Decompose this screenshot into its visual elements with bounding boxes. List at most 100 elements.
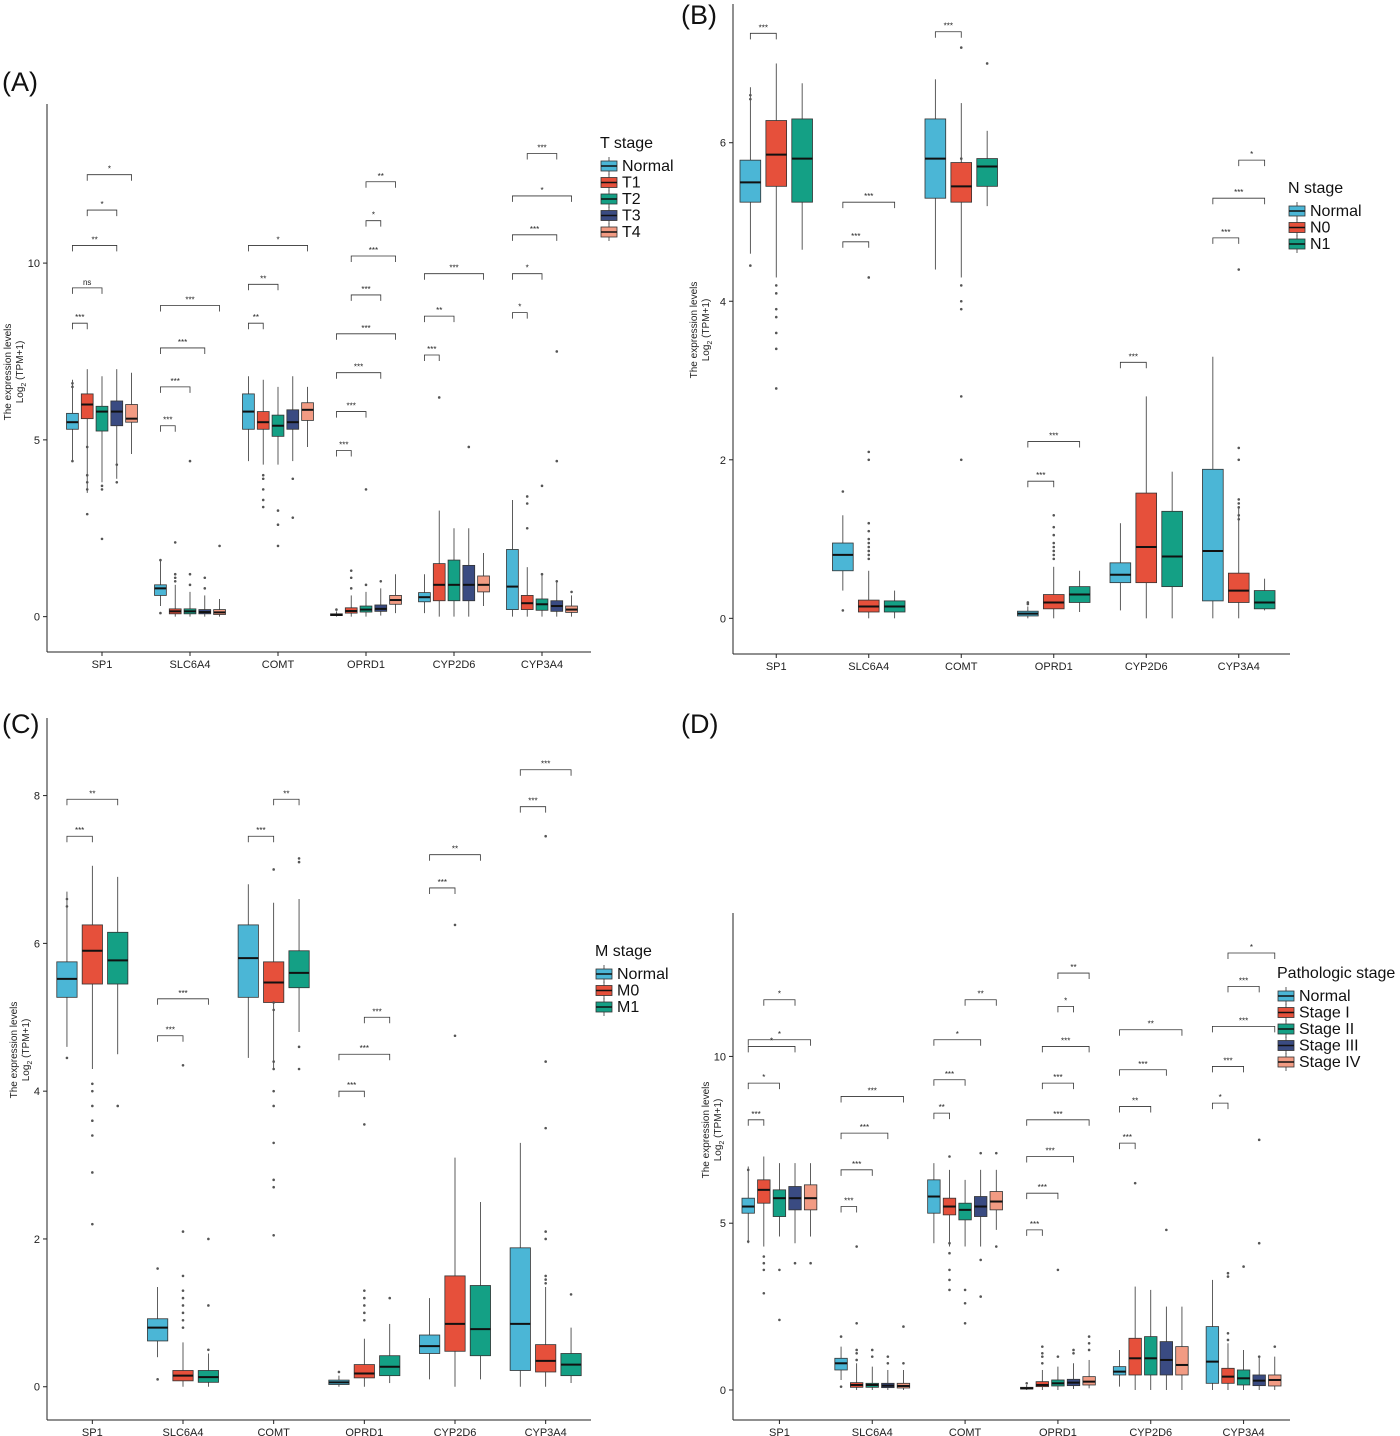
outlier-point — [1257, 1241, 1261, 1245]
outlier-point — [749, 97, 752, 101]
significance-label: * — [778, 990, 781, 999]
y-axis-title: The expression levelsLog2 (TPM+1) — [9, 1002, 34, 1099]
legend-label: Stage III — [1299, 1038, 1359, 1055]
outlier-point — [453, 1034, 457, 1038]
outlier-point — [363, 1318, 366, 1322]
box-normal — [242, 376, 255, 462]
y-axis-title-tail: (TPM+1) — [713, 1099, 724, 1141]
outlier-point — [774, 331, 778, 335]
outlier-point — [91, 1104, 94, 1108]
box-normal — [418, 574, 431, 614]
outlier-point — [544, 1237, 547, 1241]
significance-bracket — [1119, 1142, 1136, 1150]
outlier-point — [540, 572, 544, 576]
outlier-point — [297, 1067, 301, 1071]
outlier-point — [774, 307, 778, 311]
significance-bracket — [86, 174, 132, 181]
box-normal — [237, 884, 259, 1058]
outlier-point — [1226, 1338, 1230, 1342]
outlier-point — [364, 583, 368, 587]
iqr-box — [950, 162, 973, 203]
outlier-point — [272, 1233, 275, 1237]
iqr-box — [1128, 1337, 1142, 1376]
iqr-box — [509, 1247, 531, 1371]
y-tick-label: 2 — [720, 455, 726, 467]
outlier-point — [749, 93, 752, 97]
outlier-point — [85, 512, 89, 516]
outlier-point — [1052, 513, 1056, 517]
outlier-point — [1056, 1268, 1060, 1272]
outlier-point — [85, 445, 89, 449]
box-t1 — [432, 396, 446, 617]
outlier-point — [276, 509, 280, 512]
y-axis-title-line1: The expression levels — [689, 282, 700, 379]
outlier-point — [948, 1241, 951, 1245]
outlier-point — [1052, 541, 1056, 545]
outlier-point — [994, 1245, 998, 1248]
significance-label: *** — [1049, 432, 1058, 441]
outlier-point — [65, 905, 69, 908]
significance-label: ** — [1148, 1020, 1154, 1029]
iqr-box — [765, 120, 788, 187]
iqr-box — [1135, 492, 1158, 584]
y-tick-label: 0 — [720, 613, 726, 625]
outlier-point — [948, 1251, 951, 1255]
significance-bracket — [1026, 1119, 1090, 1126]
significance-label: *** — [844, 1197, 853, 1206]
outlier-point — [959, 299, 963, 303]
outlier-point — [1237, 517, 1241, 521]
outlier-point — [181, 1274, 185, 1278]
outlier-point — [867, 553, 871, 557]
outlier-point — [544, 834, 547, 838]
outlier-point — [1052, 525, 1056, 529]
significance-bracket — [840, 1096, 904, 1103]
outlier-point — [963, 1288, 967, 1292]
box-m0 — [172, 1064, 194, 1387]
outlier-point — [261, 477, 265, 481]
outlier-point — [762, 1255, 766, 1258]
y-tick-label: 5 — [720, 1218, 726, 1230]
significance-bracket — [933, 1112, 950, 1120]
x-tick-label: CYP2D6 — [1125, 661, 1168, 673]
outlier-point — [963, 1301, 967, 1305]
significance-label: *** — [438, 878, 447, 887]
box-normal — [509, 1142, 531, 1387]
outlier-point — [867, 450, 871, 454]
iqr-box — [95, 405, 109, 432]
outlier-point — [218, 544, 221, 548]
significance-bracket — [519, 769, 572, 776]
panel-label: (D) — [681, 709, 718, 739]
outlier-point — [948, 1268, 951, 1272]
outlier-point — [363, 1311, 366, 1315]
legend-title: N stage — [1288, 180, 1343, 197]
outlier-point — [870, 1348, 874, 1352]
significance-label: * — [1250, 150, 1253, 159]
outlier-point — [1165, 1228, 1168, 1232]
outlier-point — [173, 572, 177, 576]
box-n1 — [1068, 570, 1091, 612]
iqr-box — [80, 393, 94, 420]
outlier-point — [570, 590, 573, 594]
outlier-point — [1041, 1351, 1044, 1355]
outlier-point — [959, 46, 963, 49]
significance-label: *** — [759, 23, 768, 32]
iqr-box — [353, 1364, 375, 1379]
significance-label: * — [276, 235, 279, 244]
y-tick-label: 6 — [720, 138, 726, 150]
iqr-box — [832, 542, 854, 572]
outlier-point — [774, 292, 778, 295]
significance-bracket — [842, 201, 896, 209]
y-axis-title-subscript: 2 — [21, 383, 28, 387]
outlier-point — [870, 1355, 874, 1358]
outlier-point — [749, 264, 752, 267]
significance-label: ** — [1132, 1096, 1138, 1105]
box-n0 — [950, 46, 973, 462]
iqr-box — [772, 1189, 787, 1217]
significance-label: * — [540, 186, 543, 195]
outlier-point — [91, 1082, 94, 1086]
outlier-point — [181, 1064, 185, 1067]
outlier-point — [1052, 557, 1056, 561]
iqr-box — [1253, 590, 1276, 610]
box-t2 — [535, 484, 549, 617]
